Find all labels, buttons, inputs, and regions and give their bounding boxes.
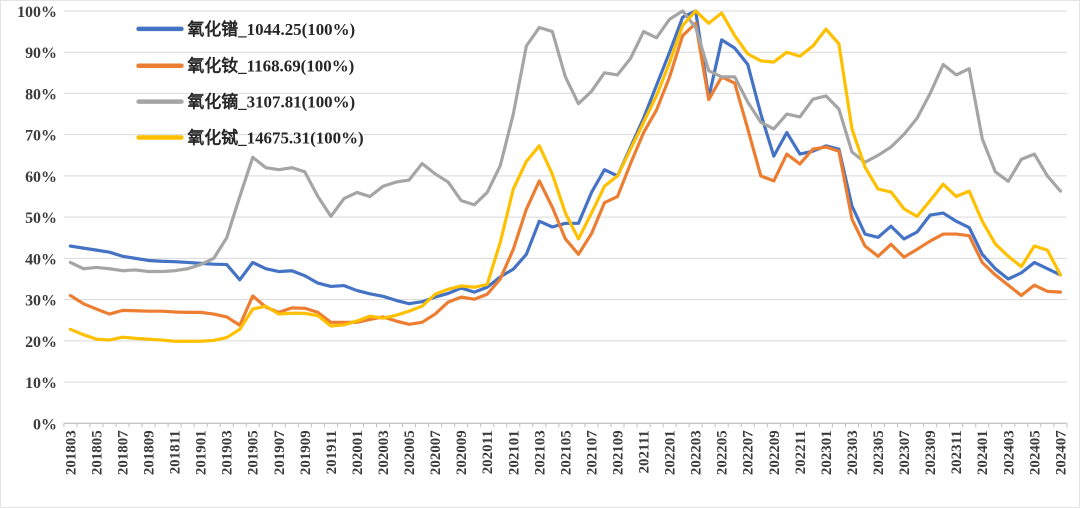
x-axis-label: 202009 [454, 430, 470, 475]
x-axis-label: 201809 [142, 430, 158, 475]
legend-item-dy-oxide: 氧化镝_3107.81(100%) [136, 92, 355, 112]
x-axis-label: 202307 [897, 430, 913, 475]
x-axis-label: 202211 [793, 430, 809, 474]
x-axis-label: 202207 [741, 430, 757, 475]
x-axis-label: 202401 [975, 430, 991, 475]
x-axis-labels: 201803 201805 201807 201809 201811 201901 2019… [63, 430, 1069, 475]
x-axis-label: 201911 [324, 430, 340, 474]
x-axis-label: 202001 [350, 430, 366, 475]
x-axis-label: 202101 [506, 430, 522, 475]
x-axis-label: 202201 [663, 430, 679, 475]
x-axis-label: 202205 [715, 430, 731, 475]
x-axis [63, 422, 1068, 428]
y-axis-label: 100% [17, 4, 57, 21]
legend-label: 氧化铽_14675.31(100%) [186, 127, 363, 147]
x-axis-label: 202007 [428, 430, 444, 475]
series-line-pr-oxide [68, 9, 1063, 306]
x-axis-label: 202407 [1053, 430, 1069, 475]
legend-label: 氧化镝_3107.81(100%) [186, 92, 355, 112]
y-axis-label: 40% [25, 251, 57, 268]
y-axis-labels: 0% 10% 20% 30% 40% 50% 60% 70% 80% 90% 100% [17, 4, 57, 433]
legend-label: 氧化钕_1168.69(100%) [186, 56, 354, 76]
x-axis-label: 201907 [272, 430, 288, 475]
series-lines [68, 9, 1063, 343]
x-axis-label: 202003 [376, 430, 392, 475]
gridlines [63, 10, 1067, 424]
x-axis-label: 201803 [63, 430, 79, 475]
y-axis-label: 70% [25, 128, 57, 145]
x-axis-label: 202107 [584, 430, 600, 475]
y-axis-label: 50% [25, 210, 57, 227]
x-axis-label: 201903 [220, 430, 236, 475]
legend-item-pr-oxide: 氧化镨_1044.25(100%) [136, 19, 355, 39]
legend-label: 氧化镨_1044.25(100%) [186, 19, 355, 39]
x-axis-label: 202209 [767, 430, 783, 475]
x-axis-label: 201805 [89, 430, 105, 475]
x-axis-label: 202005 [402, 430, 418, 475]
series-line-nd-oxide [68, 21, 1063, 327]
x-axis-label: 202109 [610, 430, 626, 475]
y-axis-label: 20% [25, 334, 57, 351]
x-axis-label: 202303 [845, 430, 861, 475]
legend: 氧化镨_1044.25(100%) 氧化钕_1168.69(100%) 氧化镝_31… [136, 19, 364, 147]
series-line-dy-oxide [68, 9, 1063, 274]
y-axis-label: 10% [25, 375, 57, 392]
x-axis-label: 201807 [115, 430, 131, 475]
x-axis-label: 202311 [949, 430, 965, 474]
y-axis-label: 90% [25, 45, 57, 62]
y-axis-label: 80% [25, 86, 57, 103]
y-axis-label: 0% [33, 416, 57, 433]
x-axis-label: 202403 [1001, 430, 1017, 475]
x-axis-label: 201909 [298, 430, 314, 475]
legend-item-tb-oxide: 氧化铽_14675.31(100%) [136, 127, 364, 147]
x-axis-label: 202011 [480, 430, 496, 474]
legend-item-nd-oxide: 氧化钕_1168.69(100%) [136, 56, 354, 76]
x-axis-label: 201811 [168, 430, 184, 474]
x-axis-label: 202309 [923, 430, 939, 475]
y-axis-label: 30% [25, 293, 57, 310]
x-axis-label: 202103 [532, 430, 548, 475]
y-axis-label: 60% [25, 169, 57, 186]
x-axis-label: 202105 [558, 430, 574, 475]
x-axis-label: 202301 [819, 430, 835, 475]
series-line-tb-oxide [68, 9, 1063, 343]
x-axis-label: 202305 [871, 430, 887, 475]
x-axis-label: 201901 [194, 430, 210, 475]
x-axis-label: 202405 [1027, 430, 1043, 475]
x-axis-label: 201905 [246, 430, 262, 475]
x-axis-label: 202111 [637, 430, 653, 473]
x-axis-label: 202203 [689, 430, 705, 475]
